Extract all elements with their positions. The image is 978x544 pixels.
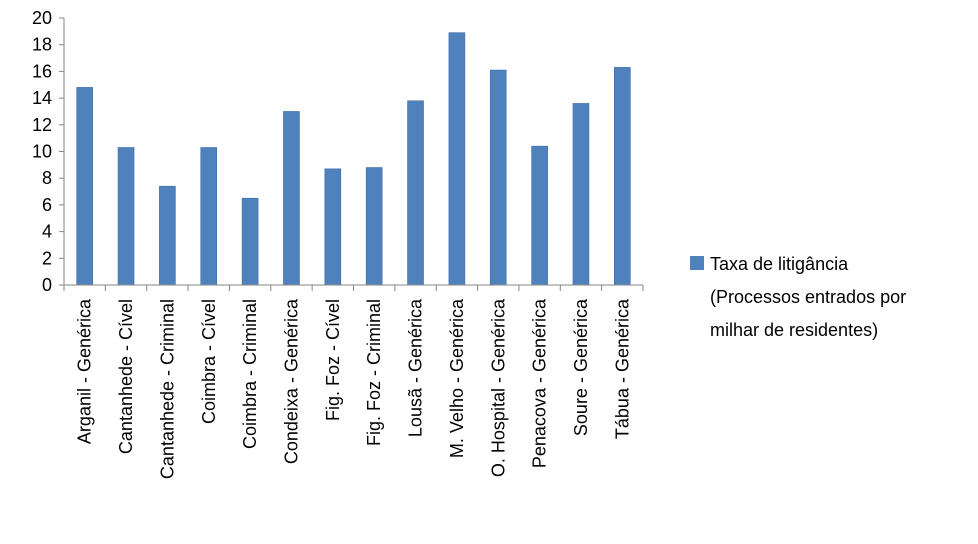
y-tick-label: 8 <box>42 168 52 188</box>
bar <box>572 103 590 286</box>
x-axis: Arganil - Genérica Cantanhede - Cível Cant… <box>63 284 644 479</box>
x-category-label: Penacova - Genérica <box>530 298 550 468</box>
x-category-label: Tábua - Genérica <box>612 298 632 439</box>
y-tick-label: 4 <box>42 222 52 242</box>
x-category-label: O. Hospital - Genérica <box>488 298 508 477</box>
bar <box>407 100 424 286</box>
y-tick-label: 20 <box>32 8 52 28</box>
y-tick-label: 10 <box>32 142 52 162</box>
bar <box>117 147 135 286</box>
bar <box>324 168 342 286</box>
bars <box>76 32 631 286</box>
bar <box>489 69 507 286</box>
y-tick-label: 14 <box>32 88 52 108</box>
legend: Taxa de litigância (Processos entrados p… <box>690 254 906 340</box>
bar <box>241 197 259 286</box>
y-tick-label: 12 <box>32 115 52 135</box>
x-category-label: Coimbra - Cível <box>199 299 219 424</box>
legend-label-line: Taxa de litigância <box>710 254 849 274</box>
x-category-label: Fig. Foz - Criminal <box>364 299 384 446</box>
bar <box>448 32 466 286</box>
bar <box>531 145 548 286</box>
y-axis: 0 2 4 6 8 10 12 14 16 18 20 <box>32 8 65 295</box>
bar <box>200 147 218 286</box>
legend-label-line: milhar de residentes) <box>710 320 878 340</box>
bar <box>76 87 93 286</box>
x-category-label: Coimbra - Criminal <box>240 299 260 449</box>
x-category-label: Arganil - Genérica <box>75 298 95 444</box>
legend-swatch <box>690 256 704 270</box>
legend-label-line: (Processos entrados por <box>710 287 906 307</box>
x-category-label: Fig. Foz - Cível <box>323 299 343 421</box>
y-tick-label: 6 <box>42 195 52 215</box>
y-tick-label: 18 <box>32 35 52 55</box>
y-tick-label: 16 <box>32 61 52 81</box>
x-category-label: Soure - Genérica <box>571 298 591 436</box>
bar <box>283 111 300 286</box>
y-tick-label: 0 <box>42 275 52 295</box>
bar <box>159 185 176 286</box>
bar <box>614 67 631 286</box>
x-category-label: Lousã - Genérica <box>406 298 426 437</box>
x-category-label: Condeixa - Genérica <box>281 298 301 464</box>
x-category-label: M. Velho - Genérica <box>447 298 467 458</box>
x-category-label: Cantanhede - Criminal <box>157 299 177 479</box>
x-category-label: Cantanhede - Cível <box>116 299 136 454</box>
y-tick-label: 2 <box>42 248 52 268</box>
bar <box>365 167 383 286</box>
